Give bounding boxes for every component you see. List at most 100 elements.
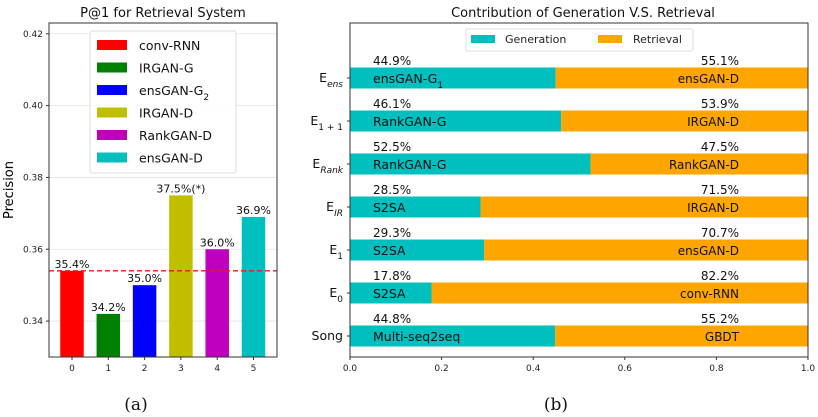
legend-label: conv-RNN: [139, 38, 200, 53]
x-tick-label: 3: [178, 364, 184, 374]
legend-swatch: [97, 152, 127, 163]
plot-frame: [48, 22, 278, 358]
legend: conv-RNN IRGAN-G ensGAN-G2 IRGAN-D RankGAN-D…: [89, 30, 237, 174]
bar-irgan-g: [96, 313, 121, 357]
retrieval-percent: 53.9%: [701, 97, 739, 111]
x-tick-label: 2: [142, 364, 148, 374]
legend-swatch: [97, 107, 127, 118]
bar-row: 28.5% 71.5% S2SA IRGAN-D EIR: [326, 183, 808, 219]
bar-row: 46.1% 53.9% RankGAN-G IRGAN-D E1 + 1: [310, 97, 808, 133]
retrieval-bar: [484, 239, 808, 261]
legend-swatch: [97, 40, 127, 50]
plot-frame: [349, 22, 809, 358]
retrieval-model: IRGAN-D: [687, 115, 739, 129]
generation-bar: [350, 239, 485, 261]
retrieval-percent: 47.5%: [701, 140, 739, 154]
bar-data-label: 36.9%: [236, 204, 271, 217]
generation-model: S2SA: [373, 286, 406, 301]
y-tick-label: ERank: [312, 156, 343, 176]
y-tick-label: E1 + 1: [310, 113, 343, 133]
x-tick-label: 0: [69, 364, 75, 374]
bar-row: 17.8% 82.2% S2SA conv-RNN E0: [329, 269, 808, 305]
retrieval-model: ensGAN-D: [678, 72, 739, 86]
legend-swatch: [97, 85, 127, 95]
generation-bar: [350, 153, 591, 175]
legend: Generation Retrieval: [465, 28, 694, 52]
generation-model: S2SA: [373, 200, 406, 215]
generation-percent: 17.8%: [373, 269, 411, 283]
y-tick-label: EIR: [326, 199, 343, 219]
chart-b-title: Contribution of Generation V.S. Retrieva…: [451, 6, 715, 21]
legend-swatch-retrieval: [598, 35, 622, 43]
y-tick-label: E1: [329, 242, 343, 262]
y-tick-label: 0.36: [23, 245, 43, 255]
legend-label-retrieval: Retrieval: [633, 33, 682, 46]
x-tick-label: 5: [251, 364, 257, 374]
x-tick-label: 1: [105, 364, 111, 374]
generation-model: RankGAN-G: [373, 157, 446, 172]
legend-swatch: [97, 62, 127, 73]
y-tick-label: Song: [312, 328, 343, 343]
bar-data-label: 36.0%: [200, 236, 235, 249]
generation-model: RankGAN-G: [373, 114, 446, 129]
generation-percent: 52.5%: [373, 140, 411, 154]
legend-label: IRGAN-G: [139, 61, 194, 76]
retrieval-percent: 82.2%: [701, 269, 739, 283]
legend-label: ensGAN-G2: [139, 83, 209, 103]
chart-b-contribution: Contribution of Generation V.S. Retrieva…: [310, 6, 815, 415]
chart-a-caption: (a): [124, 395, 147, 415]
bar-irgan-d: [169, 195, 193, 357]
bar-data-label: 35.4%: [55, 258, 90, 271]
generation-bar: [350, 325, 556, 347]
chart-a-title: P@1 for Retrieval System: [80, 6, 246, 21]
retrieval-model: RankGAN-D: [669, 158, 739, 172]
bar-data-label: 37.5%(*): [156, 182, 205, 195]
legend-swatch-generation: [471, 35, 495, 43]
generation-percent: 28.5%: [373, 183, 411, 197]
bar-row: 52.5% 47.5% RankGAN-G RankGAN-D ERank: [312, 140, 808, 176]
bar-conv-rnn: [60, 270, 84, 357]
bar-row: 44.8% 55.2% Multi-seq2seq GBDT Song: [312, 312, 808, 347]
legend-swatch: [97, 130, 127, 140]
retrieval-model: IRGAN-D: [687, 201, 739, 215]
bar-data-label: 34.2%: [91, 301, 126, 314]
generation-percent: 46.1%: [373, 97, 411, 111]
x-tick-label: 0.0: [343, 364, 358, 374]
generation-percent: 44.8%: [373, 312, 411, 326]
generation-bar: [350, 282, 432, 304]
bar-row: 29.3% 70.7% S2SA ensGAN-D E1: [329, 226, 808, 262]
bar-ensgan-d: [241, 216, 266, 357]
x-tick-label: 0.2: [434, 364, 448, 374]
generation-model: S2SA: [373, 243, 406, 258]
chart-a-precision: P@1 for Retrieval System Precision (a) 0…: [2, 6, 278, 415]
x-tick-label: 0.4: [526, 364, 541, 374]
generation-bar: [350, 67, 556, 89]
bar-ensgan-g: [132, 285, 157, 357]
legend-label: IRGAN-D: [139, 106, 193, 121]
retrieval-bar: [480, 196, 808, 218]
generation-model: Multi-seq2seq: [373, 329, 460, 344]
retrieval-model: GBDT: [705, 330, 740, 344]
retrieval-percent: 70.7%: [701, 226, 739, 240]
y-tick-label: 0.34: [23, 317, 43, 327]
legend-label-generation: Generation: [505, 33, 566, 46]
legend-label: ensGAN-D: [139, 151, 203, 166]
y-tick-label: 0.42: [23, 30, 43, 40]
x-tick-label: 0.8: [709, 364, 724, 374]
y-tick-label: Eens: [319, 70, 343, 90]
generation-model: ensGAN-G1: [373, 71, 443, 91]
retrieval-bar: [590, 153, 808, 175]
generation-percent: 29.3%: [373, 226, 411, 240]
chart-a-ylabel: Precision: [2, 161, 17, 219]
retrieval-model: conv-RNN: [680, 287, 739, 301]
bar-row: 44.9% 55.1% ensGAN-G1 ensGAN-D Eens: [319, 54, 808, 91]
x-tick-label: 1.0: [801, 364, 816, 374]
retrieval-bar: [555, 325, 808, 347]
x-tick-label: 0.6: [618, 364, 633, 374]
retrieval-bar: [431, 282, 808, 304]
generation-percent: 44.9%: [373, 54, 411, 68]
y-tick-label: 0.38: [23, 173, 43, 183]
generation-bar: [350, 196, 481, 218]
bar-rankgan-d: [205, 249, 229, 357]
